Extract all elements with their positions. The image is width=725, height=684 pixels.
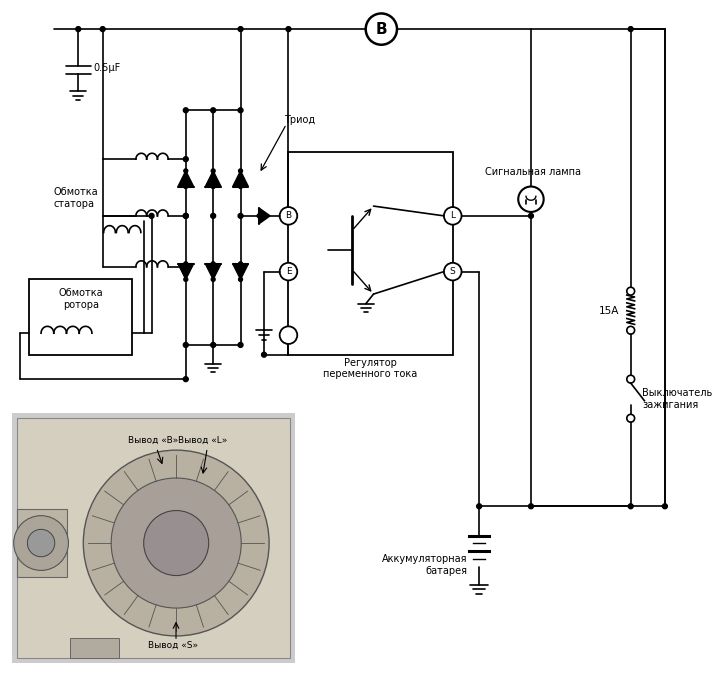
Circle shape: [100, 27, 105, 31]
Circle shape: [14, 516, 68, 570]
Circle shape: [28, 529, 55, 557]
Bar: [12, 413, 295, 663]
Bar: [29, 280, 132, 355]
Text: 15A: 15A: [599, 306, 619, 316]
Circle shape: [211, 185, 215, 189]
Circle shape: [184, 185, 188, 189]
Circle shape: [238, 343, 243, 347]
Text: L: L: [450, 211, 455, 220]
Circle shape: [183, 157, 189, 161]
Circle shape: [149, 213, 154, 218]
Circle shape: [238, 108, 243, 113]
Circle shape: [211, 278, 215, 281]
Text: B: B: [376, 22, 387, 37]
Circle shape: [111, 478, 241, 608]
Text: Обмотка
ротора: Обмотка ротора: [58, 288, 103, 310]
Circle shape: [183, 343, 189, 347]
Circle shape: [257, 214, 261, 218]
Text: E: E: [286, 267, 291, 276]
Circle shape: [184, 169, 188, 173]
Circle shape: [211, 343, 215, 347]
Text: Аккумуляторная
батарея: Аккумуляторная батарея: [382, 554, 468, 576]
Circle shape: [518, 187, 544, 212]
Circle shape: [211, 169, 215, 173]
Circle shape: [663, 504, 668, 509]
Circle shape: [444, 263, 462, 280]
Circle shape: [184, 262, 188, 265]
Circle shape: [184, 278, 188, 281]
Circle shape: [627, 376, 634, 383]
Circle shape: [629, 27, 633, 31]
Bar: [17, 509, 67, 577]
Circle shape: [627, 287, 634, 295]
Text: Сигнальная лампа: Сигнальная лампа: [485, 167, 581, 177]
Circle shape: [280, 263, 297, 280]
Text: 0.5μF: 0.5μF: [94, 63, 121, 73]
Circle shape: [238, 27, 243, 31]
Circle shape: [239, 262, 242, 265]
Circle shape: [183, 213, 189, 218]
Polygon shape: [233, 264, 249, 280]
Circle shape: [83, 450, 269, 636]
Circle shape: [280, 326, 297, 344]
Bar: [289, 153, 452, 355]
Circle shape: [239, 169, 242, 173]
Circle shape: [444, 207, 462, 224]
Circle shape: [183, 108, 189, 113]
Polygon shape: [259, 208, 270, 224]
Text: B: B: [286, 211, 291, 220]
Circle shape: [211, 262, 215, 265]
Polygon shape: [178, 264, 194, 280]
Circle shape: [239, 185, 242, 189]
Text: Вывод «S»: Вывод «S»: [148, 641, 198, 650]
Circle shape: [529, 504, 534, 509]
Polygon shape: [205, 264, 221, 280]
Circle shape: [211, 213, 215, 218]
Text: Обмотка
статора: Обмотка статора: [54, 187, 99, 209]
Polygon shape: [205, 171, 221, 187]
Circle shape: [280, 207, 297, 224]
Polygon shape: [17, 419, 291, 658]
Polygon shape: [178, 171, 194, 187]
Circle shape: [627, 415, 634, 422]
Circle shape: [477, 504, 481, 509]
Text: Триод: Триод: [283, 115, 315, 125]
Circle shape: [627, 326, 634, 334]
Circle shape: [529, 213, 534, 218]
Text: Регулятор
переменного тока: Регулятор переменного тока: [323, 358, 418, 379]
Circle shape: [239, 278, 242, 281]
Circle shape: [238, 213, 243, 218]
Circle shape: [365, 14, 397, 44]
Bar: [70, 638, 120, 658]
Polygon shape: [233, 171, 249, 187]
Circle shape: [183, 377, 189, 382]
Circle shape: [76, 27, 80, 31]
Text: Вывод «B»: Вывод «B»: [128, 436, 178, 445]
Text: Выключатель
зажигания: Выключатель зажигания: [642, 388, 713, 410]
Circle shape: [144, 510, 209, 575]
Circle shape: [211, 108, 215, 113]
Circle shape: [183, 264, 189, 269]
Circle shape: [262, 352, 267, 357]
Text: Вывод «L»: Вывод «L»: [178, 436, 227, 445]
Circle shape: [629, 504, 633, 509]
Circle shape: [286, 27, 291, 31]
Circle shape: [183, 213, 189, 218]
Text: S: S: [450, 267, 455, 276]
